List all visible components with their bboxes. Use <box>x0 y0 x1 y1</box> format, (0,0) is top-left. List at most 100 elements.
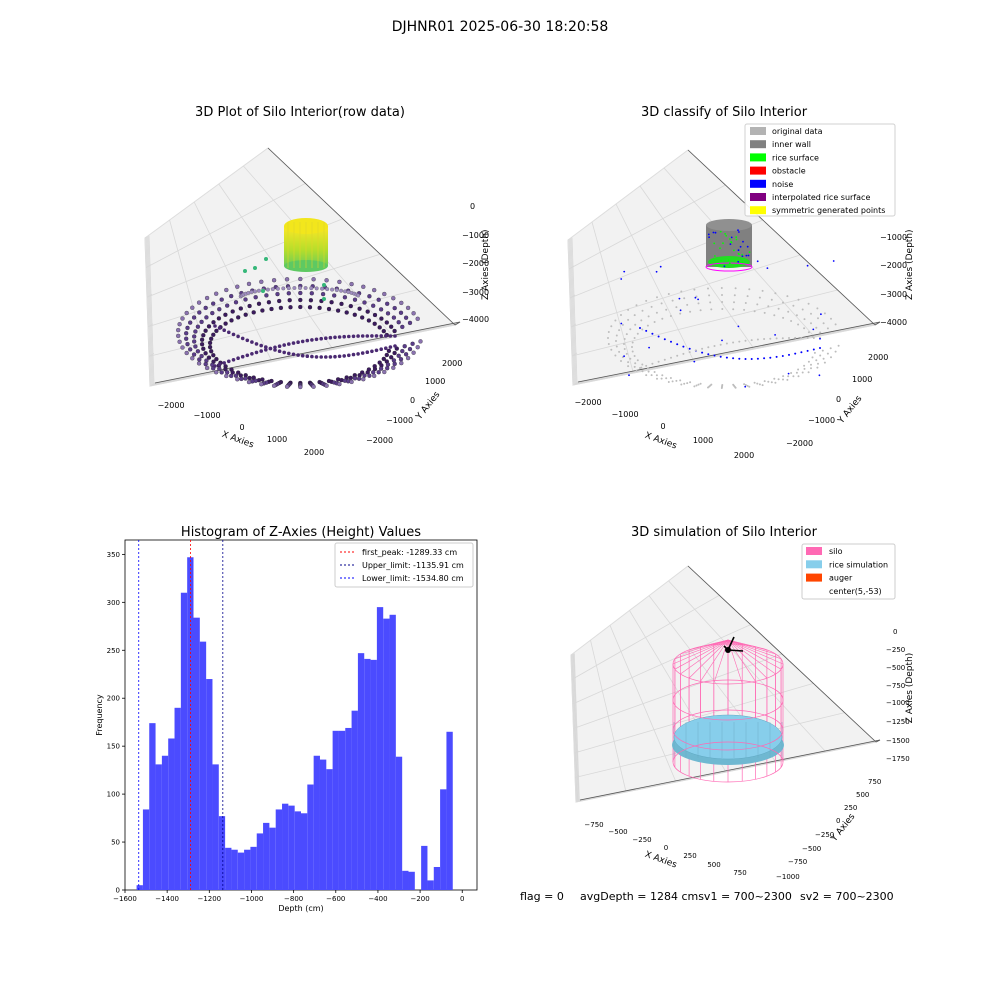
hist-bar <box>237 852 245 890</box>
hist-bar <box>256 833 264 890</box>
raw-point <box>405 355 411 361</box>
noise-point <box>806 349 809 352</box>
silo-roof-wire <box>680 639 729 675</box>
raw-point <box>246 281 252 287</box>
raw-point <box>360 315 365 320</box>
raw-point <box>415 345 420 350</box>
noise-point <box>832 260 835 262</box>
raw-point <box>240 354 245 359</box>
noise-point <box>620 278 623 280</box>
original-point <box>826 352 829 355</box>
original-point <box>829 347 832 350</box>
classified-point <box>708 236 710 239</box>
original-point <box>767 380 770 383</box>
original-point <box>750 339 753 342</box>
raw-point <box>296 353 300 357</box>
raw-point <box>348 303 353 309</box>
raw-point <box>224 287 229 293</box>
panel-raw-data-3d: 3D Plot of Silo Interior(row data) −2000… <box>144 105 491 457</box>
raw-point <box>223 321 228 326</box>
hist-bar <box>332 730 339 890</box>
panel1-points <box>176 218 423 390</box>
raw-point <box>360 370 365 375</box>
original-point <box>641 363 644 366</box>
hist-ylabel: Frequency <box>95 694 104 736</box>
noise-point <box>639 327 641 329</box>
raw-point <box>269 306 274 312</box>
hist-xtick-label: 0 <box>460 895 464 903</box>
raw-point <box>402 344 407 349</box>
original-point <box>763 311 766 314</box>
raw-point <box>352 376 358 381</box>
raw-point <box>229 318 234 323</box>
hist-bar <box>433 866 441 890</box>
raw-point <box>231 358 236 362</box>
original-point <box>810 322 812 325</box>
hist-bar <box>395 756 403 890</box>
raw-point <box>291 352 296 357</box>
raw-point <box>277 344 282 349</box>
hist-bar <box>250 846 257 890</box>
raw-point <box>384 346 388 351</box>
panel4-xtick: −500 <box>608 828 627 836</box>
raw-point <box>203 361 208 367</box>
hist-bar <box>193 617 200 890</box>
noise-point <box>725 356 728 359</box>
grid-line <box>571 237 578 383</box>
raw-point <box>319 355 324 359</box>
grid-line <box>571 289 838 357</box>
raw-point <box>259 349 264 353</box>
raw-point <box>250 352 254 356</box>
original-point <box>610 325 613 328</box>
noise-point <box>648 346 650 349</box>
noise-point <box>732 357 735 360</box>
original-point <box>781 337 784 340</box>
noise-point <box>756 357 759 360</box>
raw-point <box>333 354 337 359</box>
original-point <box>763 338 766 340</box>
panel2-ztick: −2000 <box>880 261 907 270</box>
original-point <box>822 357 825 360</box>
hist-bar <box>301 813 308 890</box>
original-point <box>803 364 806 367</box>
raw-point <box>254 342 259 346</box>
original-point <box>679 312 682 315</box>
raw-point <box>381 356 386 362</box>
original-point <box>807 360 810 363</box>
raw-point <box>385 362 391 367</box>
original-point <box>782 301 784 304</box>
original-point <box>807 371 810 374</box>
noise-point <box>657 335 660 338</box>
original-point <box>641 370 644 373</box>
panel1-x-ticks: −2000 −1000 0 1000 2000 <box>157 401 324 457</box>
raw-point <box>392 305 397 311</box>
raw-point <box>199 342 205 347</box>
original-point <box>623 348 626 350</box>
raw-point <box>238 306 243 311</box>
classified-point <box>738 231 740 233</box>
original-point <box>801 308 804 311</box>
raw-point <box>281 286 286 291</box>
raw-point <box>403 315 409 320</box>
panel4-xtick: −250 <box>632 836 651 844</box>
original-point <box>660 302 663 305</box>
panel2-legend: original data inner wall rice surface obsta… <box>744 123 896 217</box>
legend-label: center(5,-53) <box>829 587 882 596</box>
raw-point <box>177 339 182 344</box>
grid-line <box>193 201 273 362</box>
original-point <box>618 329 621 332</box>
hist-bar <box>364 658 371 890</box>
raw-point <box>356 376 362 381</box>
z-axis-line <box>687 149 876 326</box>
raw-point <box>203 351 208 356</box>
panel4-title: 3D simulation of Silo Interior <box>631 525 818 540</box>
original-point <box>758 296 761 299</box>
raw-point <box>236 315 241 320</box>
raw-point <box>372 373 377 379</box>
panel4-ztick: −1500 <box>886 737 910 745</box>
raw-point <box>356 334 360 338</box>
original-point <box>733 301 735 304</box>
silo-roof-wire <box>727 639 768 679</box>
original-point <box>803 318 806 321</box>
original-point <box>834 350 837 353</box>
